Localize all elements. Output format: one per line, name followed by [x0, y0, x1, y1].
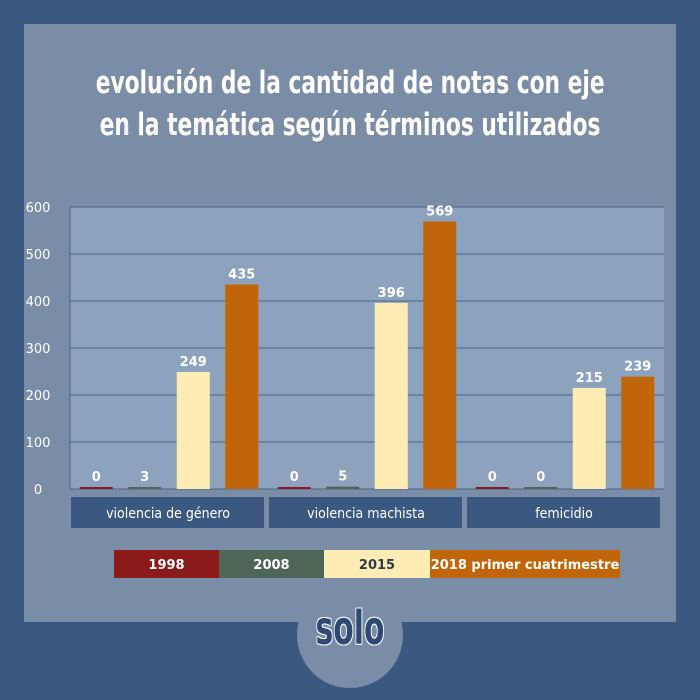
legend-label-0: 1998: [148, 558, 184, 573]
data-label: 239: [624, 360, 651, 375]
title-line-2: en la temática según términos utilizados: [99, 107, 601, 143]
bar-2018-2: [621, 376, 655, 489]
category-band: [71, 497, 264, 528]
bar-1998-0: [79, 487, 113, 489]
y-tick-label: 500: [26, 248, 51, 263]
data-label: 0: [488, 470, 497, 485]
data-label: 396: [378, 286, 405, 301]
category-label: violencia machista: [307, 506, 425, 522]
bar-1998-2: [475, 487, 509, 489]
legend-swatch-0: [114, 550, 219, 578]
data-label: 435: [228, 268, 255, 283]
category-band: [467, 497, 660, 528]
bar-2015-2: [572, 387, 606, 489]
y-tick-label: 300: [26, 342, 51, 357]
category-label: femicidio: [535, 506, 593, 522]
data-label: 249: [180, 355, 207, 370]
data-label: 569: [426, 205, 453, 220]
bar-2018-1: [423, 221, 457, 489]
legend-swatch-2: [324, 550, 430, 578]
title-line-1: evolución de la cantidad de notas con ej…: [95, 65, 605, 101]
category-band: [269, 497, 462, 528]
data-label: 215: [576, 371, 603, 386]
y-tick-label: 400: [26, 295, 51, 310]
bar-2008-1: [326, 486, 360, 489]
data-label: 5: [338, 470, 347, 485]
data-label: 0: [92, 470, 101, 485]
y-tick-label: 100: [26, 436, 51, 451]
data-label: 0: [536, 470, 545, 485]
category-label: violencia de género: [106, 506, 230, 522]
y-tick-label: 0: [34, 483, 42, 498]
bar-1998-1: [277, 487, 311, 489]
bar-2008-2: [524, 487, 558, 489]
bar-2015-0: [176, 371, 210, 489]
legend-label-1: 2008: [253, 558, 289, 573]
chart-title: evolución de la cantidad de notas con ej…: [96, 62, 605, 146]
y-tick-label: 200: [26, 389, 51, 404]
data-label: 0: [290, 470, 299, 485]
legend-label-2: 2015: [359, 558, 395, 573]
data-label: 3: [140, 470, 149, 485]
y-tick-label: 600: [26, 201, 51, 216]
logo-badge: [297, 582, 403, 688]
legend-label-3: 2018 primer cuatrimestre: [431, 558, 620, 573]
bar-2008-0: [128, 487, 162, 489]
bar-2015-1: [374, 302, 408, 489]
bar-2018-0: [225, 284, 259, 489]
legend-swatch-3: [430, 550, 620, 578]
logo-text: solo: [315, 601, 385, 655]
legend-swatch-1: [219, 550, 324, 578]
